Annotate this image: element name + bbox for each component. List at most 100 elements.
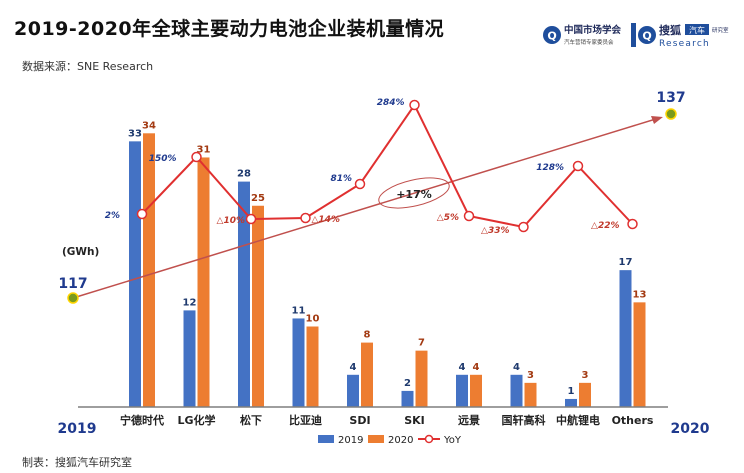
y-axis-label: (GWh) — [62, 246, 99, 258]
bar-value-2019-9: 17 — [619, 257, 633, 268]
bar-2019-9 — [619, 270, 632, 407]
yoy-label-6: △5% — [437, 213, 459, 223]
yoy-point-8 — [572, 160, 584, 172]
bar-2020-3 — [306, 326, 319, 407]
bar-2019-0 — [129, 141, 141, 407]
bar-2019-8 — [565, 398, 577, 407]
yoy-point-4 — [354, 178, 366, 190]
bar-value-2020-3: 10 — [306, 314, 320, 325]
bar-2020-4 — [361, 342, 373, 407]
yoy-point-6 — [463, 210, 475, 222]
bar-2020-5 — [415, 350, 428, 407]
bars-layer — [129, 133, 646, 408]
footer-note: 制表：搜狐汽车研究室 — [22, 456, 132, 469]
category-label-9: Others — [612, 414, 654, 427]
yoy-point-0 — [136, 208, 148, 220]
yoy-point-5 — [409, 99, 420, 111]
bar-value-2020-6: 4 — [473, 362, 480, 373]
total-2020-marker — [665, 108, 677, 120]
category-label-5: SKI — [404, 414, 425, 427]
logo2-sub: Research — [659, 39, 710, 49]
legend-swatch-2020 — [368, 435, 384, 443]
year-2019-label: 2019 — [58, 421, 97, 437]
legend-label-0: 2019 — [338, 435, 363, 446]
bar-2019-4 — [347, 374, 359, 407]
sohu-research-logo: Q 搜狐 汽车 Research 研究室 — [638, 23, 729, 49]
page-title: 2019-2020年全球主要动力电池企业装机量情况 — [14, 18, 445, 40]
yoy-point-1 — [191, 151, 202, 163]
legend-swatch-yoy-marker — [424, 434, 434, 444]
category-label-3: 比亚迪 — [289, 413, 322, 427]
bar-value-2019-0: 33 — [128, 128, 142, 139]
total-2019-marker — [67, 292, 79, 304]
category-label-2: 松下 — [240, 413, 262, 427]
bar-value-2020-0: 34 — [142, 120, 156, 131]
year-2020-label: 2020 — [671, 421, 710, 437]
yoy-label-0: 2% — [105, 211, 120, 221]
yoy-layer: 2% 150% △10% △14% 81% 284% △5% △33% 128% △22% — [105, 98, 638, 236]
logo2-side: 研究室 — [712, 26, 729, 34]
category-label-6: 远景 — [458, 414, 480, 427]
yoy-point-7 — [518, 221, 529, 233]
bar-value-2019-6: 4 — [459, 362, 466, 373]
bar-2020-0 — [143, 133, 155, 408]
bar-2019-3 — [292, 318, 305, 407]
bar-value-2019-5: 2 — [404, 378, 411, 389]
category-label-8: 中航锂电 — [556, 413, 600, 427]
total-2019-value: 117 — [58, 276, 87, 292]
svg-text:Q: Q — [547, 30, 556, 43]
cma-logo: Q 中国市场学会 汽车营销专家委员会 — [543, 24, 622, 46]
yoy-line — [141, 103, 634, 229]
svg-text:Q: Q — [642, 30, 651, 43]
yoy-label-3: △14% — [312, 215, 340, 225]
bar-value-2020-2: 25 — [251, 193, 265, 204]
yoy-label-8: 128% — [536, 163, 564, 173]
growth-label: +17% — [396, 188, 432, 201]
bar-value-2019-1: 12 — [183, 297, 197, 308]
yoy-label-9: △22% — [591, 221, 619, 231]
bar-value-2020-5: 7 — [418, 338, 425, 349]
trend-line — [72, 117, 660, 299]
growth-ellipse — [378, 177, 450, 209]
total-2020-value: 137 — [656, 90, 685, 106]
legend-label-1: 2020 — [388, 435, 413, 446]
bar-value-2019-3: 11 — [292, 305, 306, 316]
bar-value-2020-9: 13 — [633, 289, 647, 300]
bar-value-2020-8: 3 — [582, 370, 589, 381]
bar-value-2020-1: 31 — [197, 144, 211, 155]
yoy-label-4: 81% — [330, 174, 352, 184]
bar-value-2020-4: 8 — [364, 330, 371, 341]
yoy-label-1: 150% — [149, 154, 177, 164]
yoy-label-5: 284% — [377, 98, 405, 108]
bar-2020-7 — [524, 382, 537, 407]
data-source: 数据来源：SNE Research — [22, 60, 154, 73]
bar-2020-1 — [197, 157, 210, 407]
legend-swatch-2019 — [318, 435, 334, 443]
category-label-1: LG化学 — [177, 413, 215, 427]
yoy-point-9 — [627, 218, 638, 230]
logo2-tag: 汽车 — [689, 25, 705, 35]
category-label-7: 国轩高科 — [502, 413, 546, 427]
trend-arrowhead — [651, 116, 663, 124]
bar-value-2019-7: 4 — [513, 362, 520, 373]
yoy-point-2 — [245, 213, 257, 225]
bar-2019-7 — [510, 374, 523, 407]
bar-2019-1 — [183, 310, 196, 407]
logo1-name: 中国市场学会 — [564, 24, 622, 36]
bar-value-2019-4: 4 — [350, 362, 357, 373]
legend: 2019 2020 YoY — [318, 434, 462, 446]
category-label-4: SDI — [349, 414, 370, 427]
yoy-label-2: △10% — [217, 216, 245, 226]
logo1-sub: 汽车营销专家委员会 — [564, 38, 614, 46]
bar-value-2019-8: 1 — [568, 386, 575, 397]
yoy-label-7: △33% — [481, 226, 509, 236]
bar-2019-5 — [401, 390, 414, 407]
category-labels-layer: 宁德时代 LG化学 松下 比亚迪 SDI SKI 远景 国轩高科 中航锂电 Others — [120, 413, 654, 427]
brand-logos: Q 中国市场学会 汽车营销专家委员会 Q 搜狐 汽车 Research 研究室 — [543, 23, 729, 49]
logo2-name: 搜狐 — [659, 23, 681, 37]
bar-2020-6 — [470, 374, 482, 407]
legend-label-2: YoY — [443, 435, 462, 446]
